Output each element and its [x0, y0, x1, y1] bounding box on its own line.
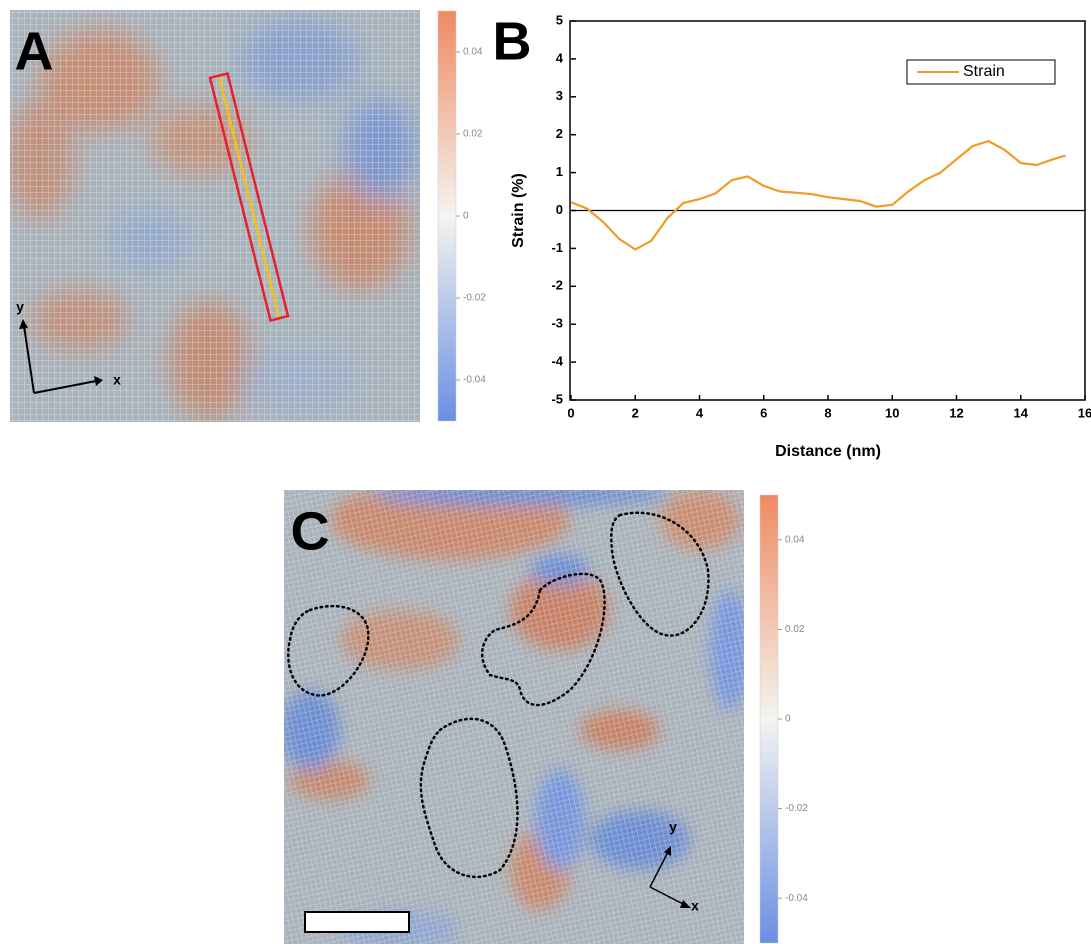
x-tick-label: 2: [632, 405, 639, 420]
scale-bar: [304, 911, 410, 933]
x-arrow-label: x: [113, 372, 121, 388]
line-profile-box: [208, 72, 290, 322]
x-tick-label: 16: [1078, 405, 1091, 420]
colorbar-tick-label: 0.04: [463, 47, 483, 58]
colorbar-tick-label: 0: [463, 211, 469, 222]
axis-arrows-c: [649, 846, 691, 908]
colorbar-tick-label: 0.04: [785, 534, 805, 545]
x-tick-label: 4: [696, 405, 704, 420]
colorbar-tick-label: 0: [785, 714, 791, 725]
legend: Strain: [906, 59, 1056, 85]
x-tick-label: 14: [1014, 405, 1029, 420]
regions: [287, 511, 710, 879]
y-tick-label: 3: [556, 88, 563, 103]
y-tick-label: -1: [551, 240, 563, 255]
y-arrow-label: y: [669, 819, 677, 835]
y-tick-label: 0: [556, 202, 563, 217]
y-tick-label: 5: [556, 12, 563, 27]
x-tick-label: 12: [949, 405, 963, 420]
colorbar-tick-label: -0.04: [463, 375, 486, 386]
colorbar: [759, 494, 779, 944]
x-axis-title: Distance (nm): [775, 443, 881, 460]
strain-map-c: [284, 490, 744, 944]
y-tick-label: 2: [556, 126, 563, 141]
strain-map-a: [10, 10, 420, 422]
y-tick-label: 4: [556, 50, 564, 65]
y-axis-title: Strain (%): [510, 173, 527, 248]
colorbar-tick-label: 0.02: [463, 129, 483, 140]
colorbar-tick-label: -0.02: [463, 293, 486, 304]
legend-label: Strain: [963, 63, 1005, 80]
colorbar-tick-label: 0.02: [785, 624, 805, 635]
colorbar-tick-label: -0.02: [785, 803, 808, 814]
y-tick-label: -4: [551, 354, 563, 369]
colorbar: [437, 10, 457, 422]
y-tick-label: -3: [551, 316, 563, 331]
x-tick-label: 10: [885, 405, 899, 420]
colorbar-tick-label: -0.04: [785, 893, 808, 904]
x-tick-label: 6: [760, 405, 767, 420]
x-tick-label: 8: [824, 405, 831, 420]
panel-label: B: [493, 11, 532, 71]
y-arrow-label: y: [16, 299, 24, 315]
y-tick-label: 1: [556, 164, 563, 179]
panel-label: C: [291, 501, 330, 561]
y-tick-label: -2: [551, 278, 563, 293]
x-arrow-label: x: [691, 898, 699, 914]
axis-arrows-a: [19, 319, 103, 394]
panel-label: A: [15, 21, 54, 81]
strain-line: [570, 139, 1067, 251]
y-tick-label: -5: [551, 391, 563, 406]
x-tick-label: 0: [567, 405, 574, 420]
